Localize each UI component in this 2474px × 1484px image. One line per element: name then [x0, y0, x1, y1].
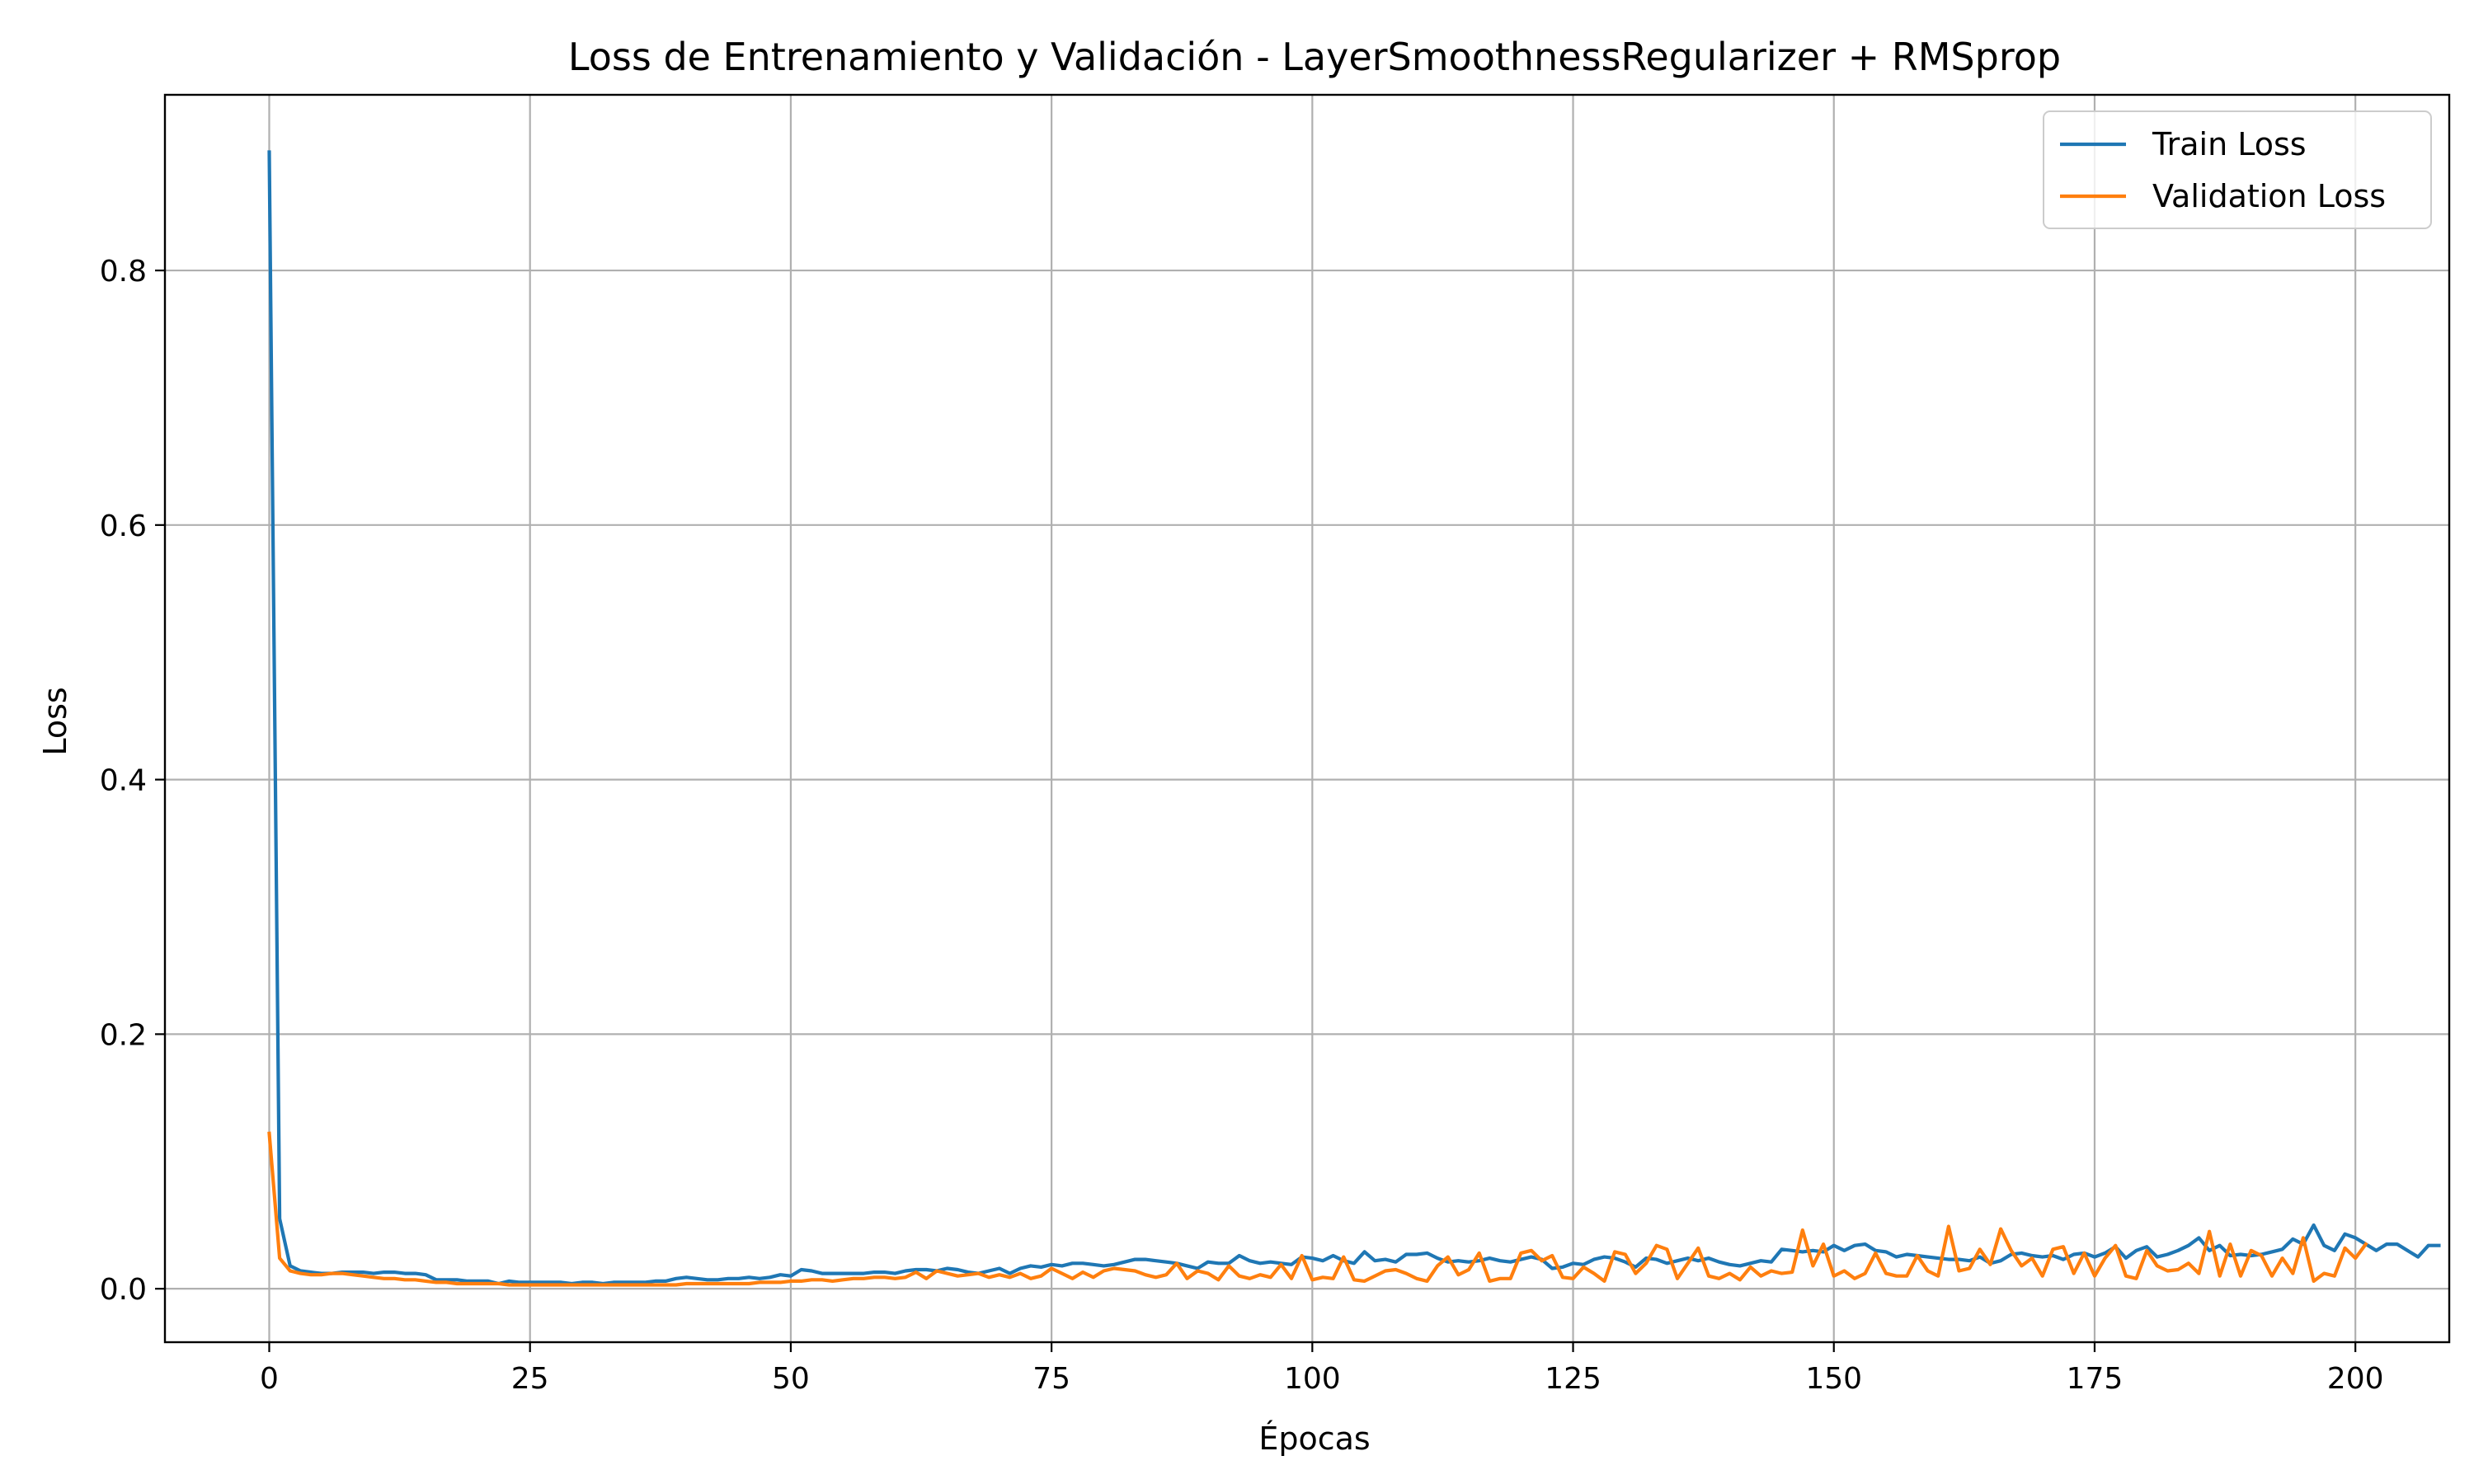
series-line-train-loss — [267, 150, 2441, 1286]
legend: Train Loss Validation Loss — [2043, 110, 2432, 229]
legend-box — [2043, 110, 2432, 229]
series-line-validation-loss — [267, 1131, 2368, 1287]
x-tick-label: 75 — [1032, 1362, 1070, 1396]
y-tick-label: 0.8 — [100, 255, 147, 289]
y-axis: 0.0 0.2 0.4 0.6 0.8 — [100, 255, 165, 1307]
series-layer — [267, 150, 2441, 1287]
x-tick-label: 0 — [260, 1362, 279, 1396]
chart-title: Loss de Entrenamiento y Validación - Lay… — [568, 35, 2061, 79]
legend-label: Train Loss — [2152, 126, 2307, 162]
y-axis-label: Loss — [37, 687, 73, 755]
x-tick-label: 150 — [1805, 1362, 1862, 1396]
x-axis: 0 25 50 75 100 125 150 175 200 — [260, 1342, 2384, 1396]
grid — [165, 95, 2449, 1342]
x-tick-label: 125 — [1545, 1362, 1602, 1396]
y-tick-label: 0.2 — [100, 1018, 147, 1052]
x-tick-label: 100 — [1284, 1362, 1341, 1396]
x-axis-label: Épocas — [1258, 1421, 1370, 1457]
y-tick-label: 0.0 — [100, 1273, 147, 1307]
x-tick-label: 25 — [511, 1362, 549, 1396]
x-tick-label: 175 — [2067, 1362, 2124, 1396]
y-tick-label: 0.4 — [100, 764, 147, 798]
legend-label: Validation Loss — [2152, 178, 2386, 214]
y-tick-label: 0.6 — [100, 510, 147, 543]
x-tick-label: 50 — [772, 1362, 810, 1396]
plot-frame — [163, 93, 2451, 1344]
x-tick-label: 200 — [2327, 1362, 2384, 1396]
